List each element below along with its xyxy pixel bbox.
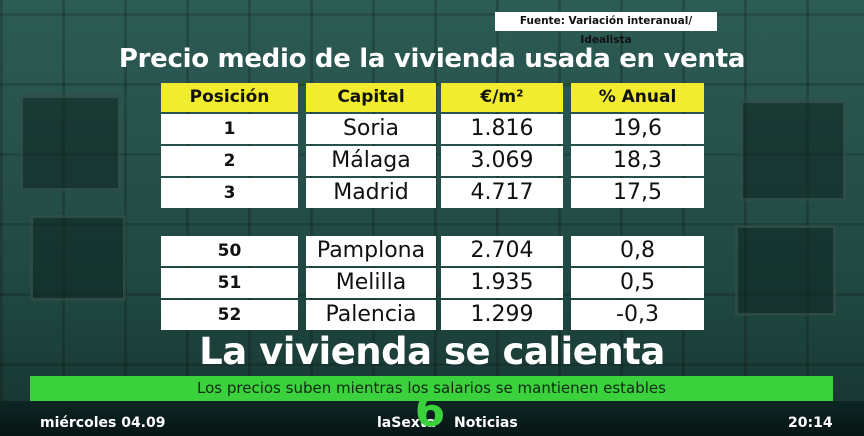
row-annual: 17,5 [571, 178, 704, 208]
row-position: 52 [161, 300, 298, 330]
row-position: 2 [161, 146, 298, 176]
row-annual: 18,3 [571, 146, 704, 176]
bottom-bar [0, 401, 864, 436]
background-window [740, 100, 846, 201]
row-position: 3 [161, 178, 298, 208]
headline: La vivienda se calienta [199, 330, 665, 373]
background-window [735, 225, 836, 316]
row-capital: Palencia [306, 300, 436, 330]
program-name: Noticias [454, 415, 518, 431]
header-position: Posición [161, 83, 298, 112]
ticker-bar: Los precios suben mientras los salarios … [30, 376, 833, 401]
graphic-title: Precio medio de la vivienda usada en ven… [118, 44, 746, 74]
row-annual: 19,6 [571, 114, 704, 144]
row-price: 4.717 [441, 178, 563, 208]
row-capital: Málaga [306, 146, 436, 176]
row-price: 1.816 [441, 114, 563, 144]
row-price: 2.704 [441, 236, 563, 266]
row-capital: Melilla [306, 268, 436, 298]
row-price: 1.299 [441, 300, 563, 330]
clock: 20:14 [788, 415, 833, 431]
row-position: 50 [161, 236, 298, 266]
row-price: 3.069 [441, 146, 563, 176]
row-position: 1 [161, 114, 298, 144]
row-price: 1.935 [441, 268, 563, 298]
header-capital: Capital [306, 83, 436, 112]
row-annual: 0,8 [571, 236, 704, 266]
row-position: 51 [161, 268, 298, 298]
channel-name: laSexta [377, 415, 436, 431]
row-annual: -0,3 [571, 300, 704, 330]
row-annual: 0,5 [571, 268, 704, 298]
header-price: €/m² [441, 83, 563, 112]
row-capital: Soria [306, 114, 436, 144]
background-window [30, 215, 126, 301]
header-annual: % Anual [571, 83, 704, 112]
row-capital: Madrid [306, 178, 436, 208]
source-label: Fuente: Variación interanual/ Idealista [495, 12, 717, 46]
channel-logo: 6 [414, 386, 446, 436]
background-window [20, 95, 121, 191]
row-capital: Pamplona [306, 236, 436, 266]
date-label: miércoles 04.09 [40, 415, 166, 431]
